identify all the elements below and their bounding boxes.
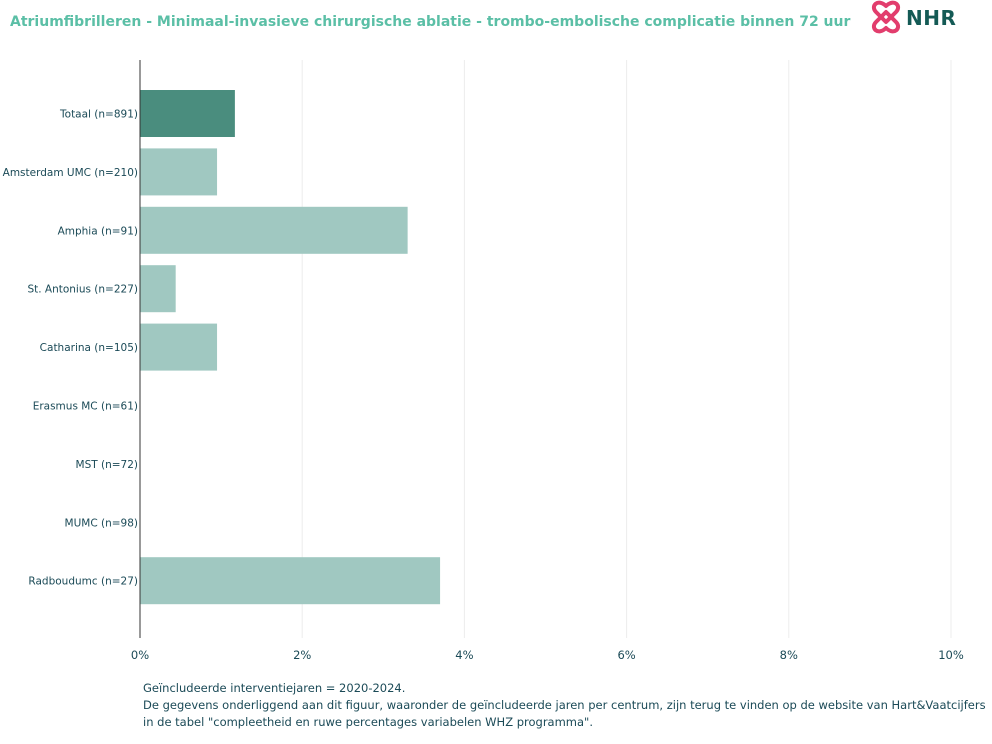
x-tick-label: 0% xyxy=(131,648,149,662)
category-label: Erasmus MC (n=61) xyxy=(33,401,138,413)
category-label: MST (n=72) xyxy=(76,459,138,471)
x-tick-labels: 0% 2% 4% 6% 8% 10% xyxy=(131,648,964,662)
x-tick-label: 6% xyxy=(617,648,635,662)
chart-title: Atriumfibrilleren - Minimaal-invasieve c… xyxy=(10,14,851,30)
nhr-logo-text: NHR xyxy=(906,6,957,30)
bar xyxy=(140,206,408,254)
category-label: MUMC (n=98) xyxy=(65,517,138,529)
grid-lines xyxy=(301,60,952,638)
bars xyxy=(140,90,441,605)
category-label: Amsterdam UMC (n=210) xyxy=(3,167,138,179)
footnote-line-3: in de tabel "compleetheid en ruwe percen… xyxy=(143,715,594,729)
bar xyxy=(140,323,218,371)
x-tick-label: 10% xyxy=(938,648,964,662)
footnote-line-1: Geïncludeerde interventiejaren = 2020-20… xyxy=(143,681,406,695)
x-tick-label: 2% xyxy=(293,648,311,662)
category-label: Radboudumc (n=27) xyxy=(28,576,138,588)
category-label: Amphia (n=91) xyxy=(58,225,138,237)
bar xyxy=(140,148,218,196)
footnote-line-2: De gegevens onderliggend aan dit figuur,… xyxy=(143,698,986,712)
bar xyxy=(140,90,235,137)
category-label: St. Antonius (n=227) xyxy=(27,284,138,296)
bar-chart: Totaal (n=891) Amsterdam UMC (n=210) Amphi… xyxy=(3,60,964,662)
category-labels: Totaal (n=891) Amsterdam UMC (n=210) Amphi… xyxy=(3,109,138,588)
bar xyxy=(140,557,441,605)
nhr-logo-heart-icon xyxy=(871,0,901,34)
bar xyxy=(140,265,176,313)
x-tick-label: 4% xyxy=(455,648,473,662)
footnote: Geïncludeerde interventiejaren = 2020-20… xyxy=(143,680,986,731)
x-tick-label: 8% xyxy=(780,648,798,662)
category-label: Catharina (n=105) xyxy=(40,342,138,354)
category-label: Totaal (n=891) xyxy=(59,109,138,121)
